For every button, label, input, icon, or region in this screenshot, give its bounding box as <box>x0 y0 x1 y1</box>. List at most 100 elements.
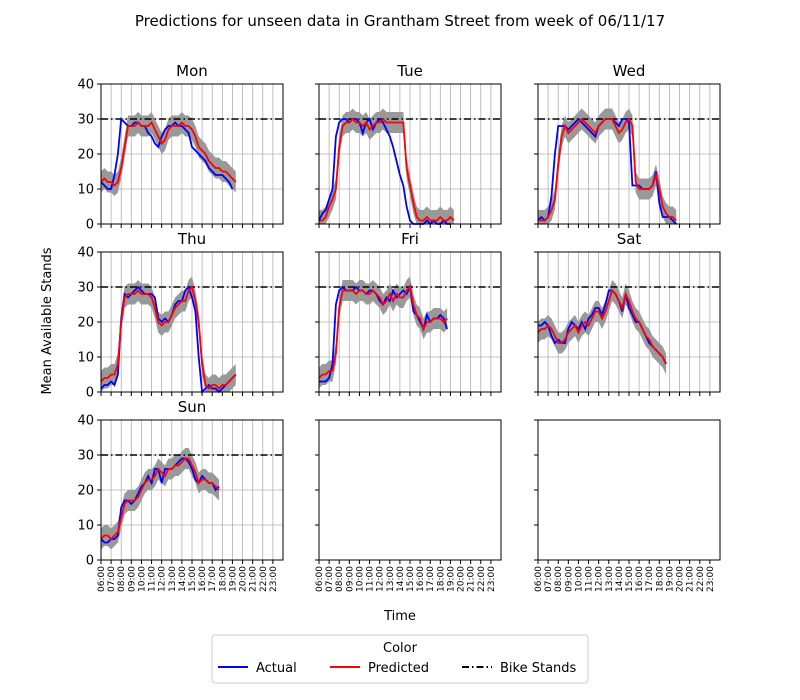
x-tick-label: 13:00 <box>386 566 396 592</box>
series-predicted <box>100 285 237 390</box>
panel-wed: Wed <box>534 62 721 228</box>
y-tick-label: 30 <box>77 281 94 296</box>
panel-tue: Tue <box>315 62 502 228</box>
x-tick-label: 07:00 <box>325 566 335 592</box>
y-tick-label: 20 <box>77 316 94 331</box>
x-tick-label: 20:00 <box>676 566 686 592</box>
panel-title: Tue <box>396 62 423 80</box>
x-tick-label: 19:00 <box>228 566 238 592</box>
panel-empty-8: 06:00 07:00 08:00 09:00 10:00 11:00 12:00 13:00… <box>534 419 721 592</box>
panel-fri: Fri <box>315 230 502 396</box>
y-tick-label: 40 <box>77 414 94 429</box>
x-tick-label: 16:00 <box>198 566 208 592</box>
y-tick-label: 20 <box>77 484 94 499</box>
x-tick-label: 11:00 <box>585 566 595 592</box>
x-tick-label: 16:00 <box>416 566 426 592</box>
series-predicted <box>318 285 448 379</box>
x-tick-label: 10:00 <box>574 566 584 592</box>
x-tick-label: 17:00 <box>645 566 655 592</box>
x-tick-label: 22:00 <box>477 566 487 592</box>
x-tick-label: 14:00 <box>615 566 625 592</box>
legend-title: Color <box>383 641 418 656</box>
x-tick-label: 06:00 <box>534 566 544 592</box>
x-tick-label: 09:00 <box>127 566 137 592</box>
x-axis-label: Time <box>383 609 416 624</box>
x-tick-label: 06:00 <box>315 566 325 592</box>
x-tick-label: 22:00 <box>696 566 706 592</box>
y-tick-label: 0 <box>86 554 94 569</box>
series-actual <box>100 116 234 190</box>
y-tick-label: 10 <box>77 351 94 366</box>
y-tick-label: 10 <box>77 519 94 534</box>
x-tick-label: 21:00 <box>686 566 696 592</box>
panels-grid: Mon 0 10 20 30 40 Tue Wed Thu 0 10 20 30 40 Fri Sat Sun 0… <box>77 62 721 592</box>
series-actual <box>537 117 677 225</box>
prediction-band <box>538 280 667 375</box>
x-tick-label: 12:00 <box>158 566 168 592</box>
x-tick-label: 15:00 <box>406 566 416 592</box>
y-tick-label: 30 <box>77 449 94 464</box>
x-tick-label: 08:00 <box>554 566 564 592</box>
x-tick-label: 07:00 <box>544 566 554 592</box>
series-predicted <box>319 117 455 222</box>
x-tick-label: 09:00 <box>564 566 574 592</box>
x-tick-label: 23:00 <box>487 566 497 592</box>
x-tick-label: 12:00 <box>376 566 386 592</box>
x-tick-label: 11:00 <box>366 566 376 592</box>
x-tick-label: 21:00 <box>249 566 259 592</box>
prediction-band <box>319 108 454 224</box>
panel-title: Sat <box>617 230 642 248</box>
x-tick-label: 22:00 <box>259 566 269 592</box>
x-tick-label: 18:00 <box>436 566 446 592</box>
y-tick-label: 20 <box>77 148 94 163</box>
x-tick-label: 13:00 <box>605 566 615 592</box>
y-tick-label: 40 <box>77 246 94 261</box>
prediction-band <box>319 276 448 389</box>
x-tick-label: 14:00 <box>396 566 406 592</box>
series-predicted <box>100 457 220 541</box>
y-tick-label: 40 <box>77 78 94 93</box>
prediction-band <box>101 112 236 196</box>
x-tick-label: 13:00 <box>168 566 178 592</box>
x-tick-label: 07:00 <box>107 566 117 592</box>
x-tick-label: 15:00 <box>188 566 198 592</box>
x-tick-label: 15:00 <box>625 566 635 592</box>
legend-label-stands: Bike Stands <box>500 661 577 676</box>
y-tick-label: 10 <box>77 183 94 198</box>
legend: Color Actual Predicted Bike Stands <box>211 634 589 684</box>
legend-box <box>211 634 589 684</box>
x-tick-label: 10:00 <box>137 566 147 592</box>
chart-title: Predictions for unseen data in Grantham … <box>135 12 665 30</box>
panel-frame <box>537 419 721 561</box>
x-tick-label: 20:00 <box>457 566 467 592</box>
x-tick-label: 12:00 <box>595 566 605 592</box>
x-tick-label: 19:00 <box>665 566 675 592</box>
x-tick-label: 06:00 <box>97 566 107 592</box>
x-tick-label: 16:00 <box>635 566 645 592</box>
x-tick-label: 17:00 <box>426 566 436 592</box>
x-tick-label: 08:00 <box>335 566 345 592</box>
x-tick-label: 08:00 <box>117 566 127 592</box>
panel-frame <box>318 419 502 561</box>
x-tick-label: 19:00 <box>446 566 456 592</box>
x-tick-label: 10:00 <box>355 566 365 592</box>
x-tick-label: 21:00 <box>467 566 477 592</box>
y-tick-label: 30 <box>77 113 94 128</box>
x-tick-label: 23:00 <box>706 566 716 592</box>
y-tick-label: 0 <box>86 218 94 233</box>
series-actual <box>318 117 451 226</box>
panel-title: Wed <box>613 62 646 80</box>
panel-title: Thu <box>177 230 206 248</box>
panel-title: Mon <box>176 62 208 80</box>
legend-label-actual: Actual <box>256 661 297 676</box>
x-tick-label: 18:00 <box>218 566 228 592</box>
series-predicted <box>537 288 667 365</box>
x-tick-label: 09:00 <box>345 566 355 592</box>
prediction-band <box>538 108 677 224</box>
x-tick-label: 23:00 <box>269 566 279 592</box>
series-predicted <box>538 117 677 222</box>
panel-empty-7: 06:00 07:00 08:00 09:00 10:00 11:00 12:00 13:00… <box>315 419 502 592</box>
panel-sun: Sun 0 10 20 30 40 06:00 07:00 08:00 09:00 10:00 11:… <box>77 398 284 592</box>
panel-mon: Mon 0 10 20 30 40 <box>77 62 284 233</box>
panel-thu: Thu 0 10 20 30 40 <box>77 230 284 401</box>
